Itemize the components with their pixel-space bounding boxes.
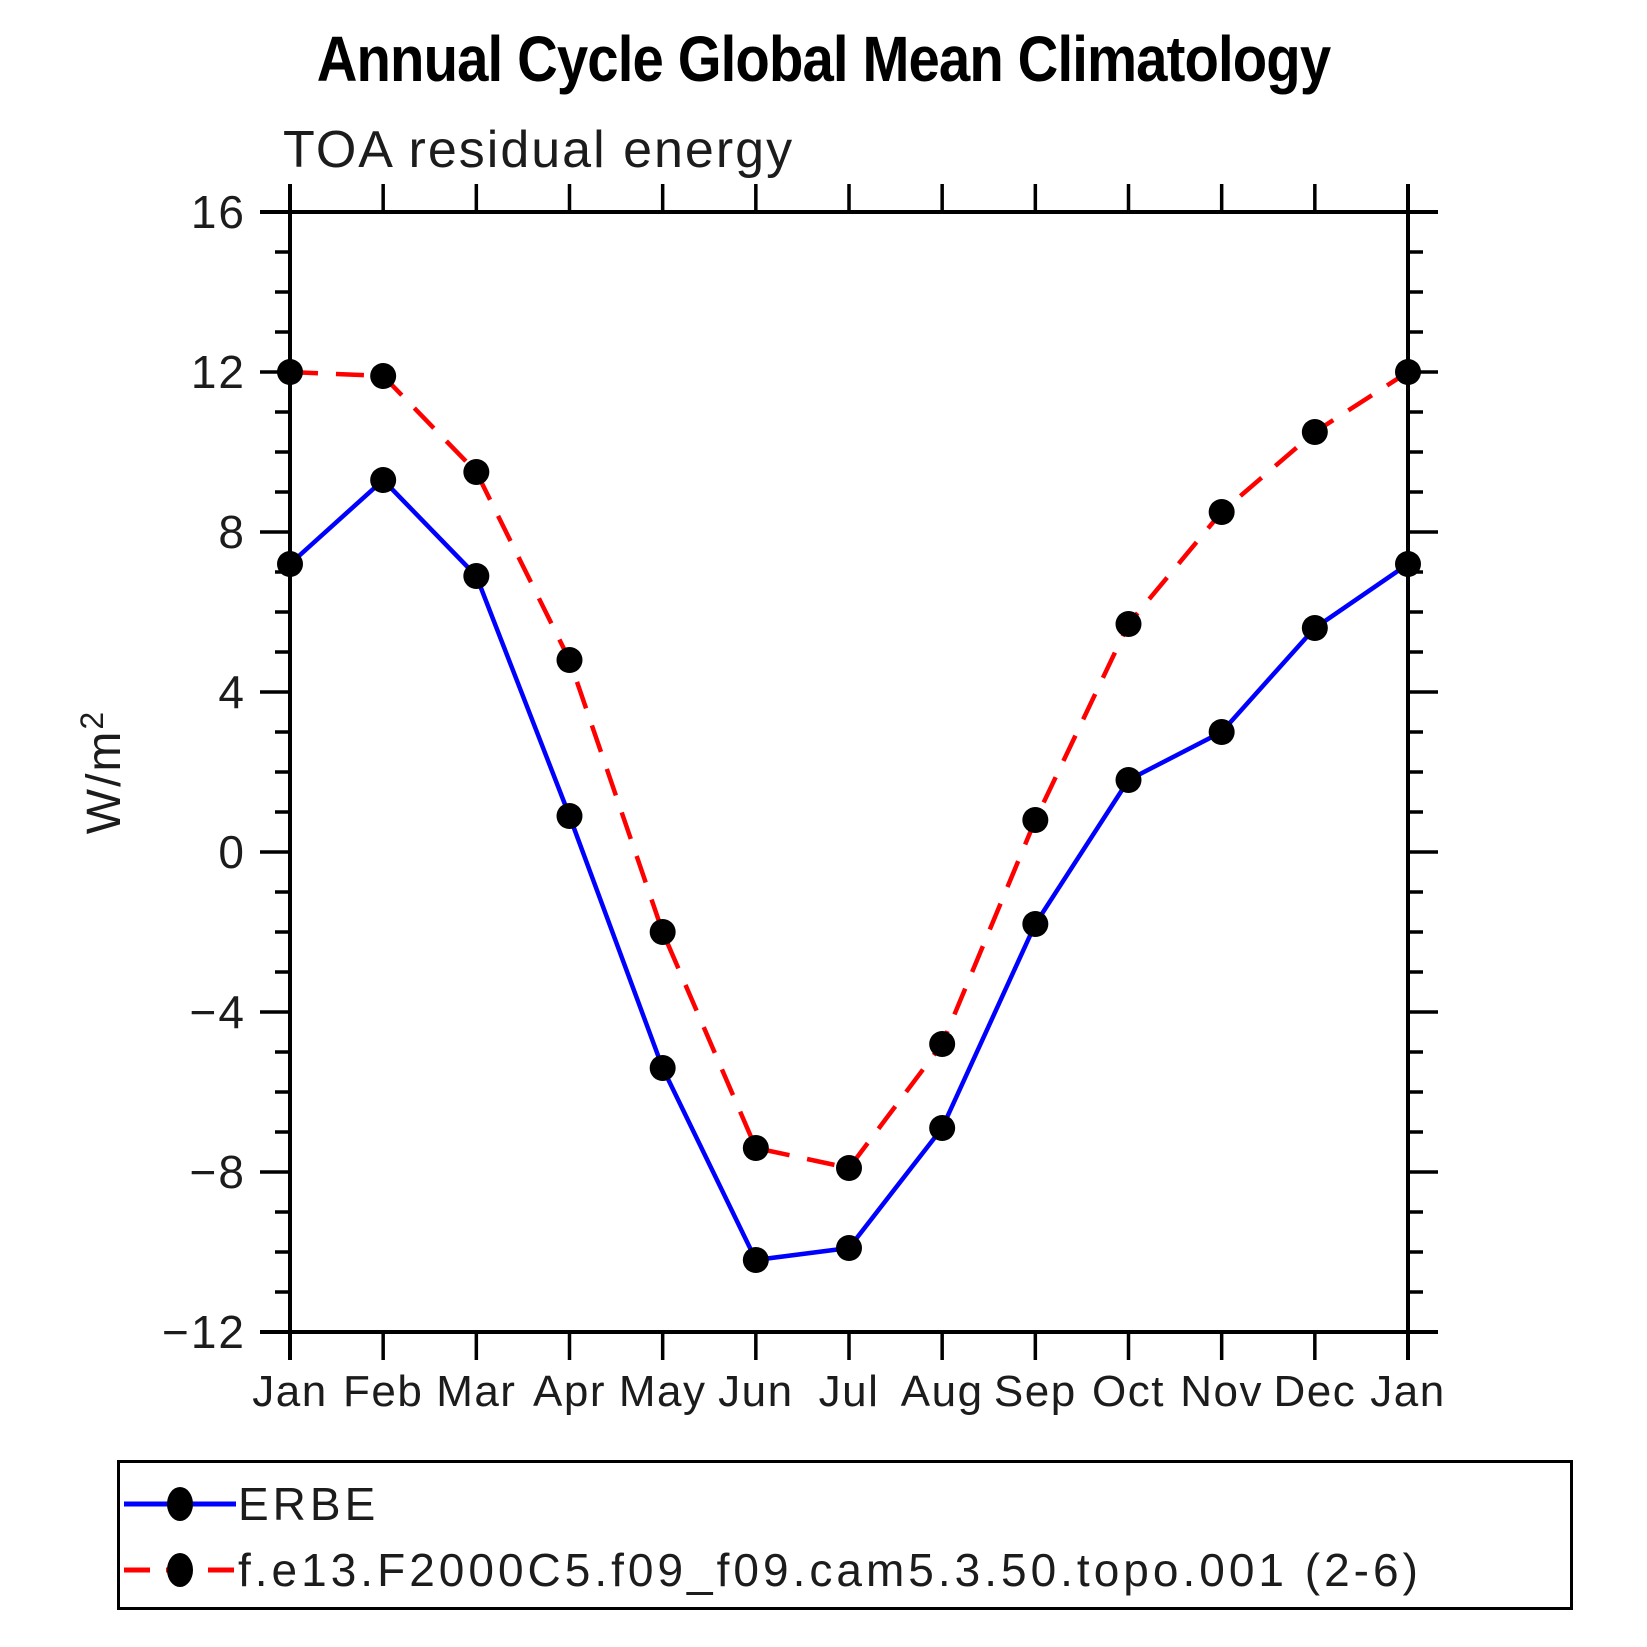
data-point	[370, 363, 397, 389]
data-point	[556, 647, 583, 673]
y-tick-label: 16	[191, 186, 246, 238]
data-point	[556, 803, 583, 829]
x-tick-label: Jul	[819, 1367, 880, 1416]
legend-sample-solid-line	[124, 1487, 236, 1521]
data-point	[649, 1055, 676, 1081]
y-axis-title: W/m2	[62, 642, 131, 902]
x-tick-label: Jun	[718, 1367, 793, 1416]
data-point	[1022, 807, 1049, 833]
y-tick-label: 4	[218, 666, 246, 718]
data-point	[463, 563, 490, 589]
data-point	[649, 919, 676, 945]
x-tick-label: Apr	[533, 1367, 606, 1416]
data-point	[1115, 767, 1142, 793]
data-point	[742, 1247, 769, 1273]
data-point	[1115, 611, 1142, 637]
data-point	[836, 1235, 862, 1261]
series-model	[277, 359, 1421, 1181]
y-tick-label: −12	[162, 1306, 246, 1358]
y-tick-label: 0	[218, 826, 246, 878]
legend-label-model: f.e13.F2000C5.f09_f09.cam5.3.50.topo.001…	[238, 1544, 1422, 1596]
legend-marker-model	[167, 1553, 193, 1587]
x-tick-label: Jan	[1370, 1367, 1445, 1416]
y-tick-label: 8	[218, 506, 246, 558]
legend-sample-dashed-line	[124, 1553, 236, 1587]
data-point	[929, 1031, 956, 1057]
data-point	[277, 359, 303, 385]
x-tick-label: Jan	[252, 1367, 327, 1416]
series-line-model	[289, 369, 1410, 1171]
y-axis-title-exponent: 2	[74, 709, 110, 730]
legend-box: ERBE f.e13.F2000C5.f09_f09.cam5.3.50.top…	[117, 1460, 1573, 1610]
data-point	[1301, 615, 1328, 641]
data-point	[1395, 551, 1421, 577]
y-tick-label: −4	[190, 986, 246, 1038]
legend-label-erbe: ERBE	[238, 1478, 380, 1530]
data-point	[929, 1115, 956, 1141]
data-point	[1022, 911, 1049, 937]
data-point	[836, 1155, 862, 1181]
x-tick-label: Mar	[436, 1367, 516, 1416]
legend-entry-erbe: ERBE	[124, 1476, 379, 1532]
data-point	[277, 551, 303, 577]
series-line-erbe	[288, 477, 1410, 1263]
legend-entry-model: f.e13.F2000C5.f09_f09.cam5.3.50.topo.001…	[124, 1542, 1422, 1598]
data-point	[370, 467, 397, 493]
data-point	[1301, 419, 1328, 445]
x-tick-label: Feb	[343, 1367, 423, 1416]
x-tick-label: Sep	[994, 1367, 1077, 1416]
series-erbe	[277, 467, 1421, 1273]
chart-subtitle: TOA residual energy	[283, 121, 795, 179]
chart-title: Annual Cycle Global Mean Climatology	[316, 23, 1331, 95]
x-tick-label: Oct	[1092, 1367, 1165, 1416]
data-point	[1208, 499, 1235, 525]
data-point	[463, 459, 490, 485]
y-tick-label: −8	[190, 1146, 246, 1198]
legend-marker-erbe	[167, 1487, 193, 1521]
data-point	[1395, 359, 1421, 385]
x-tick-label: Nov	[1180, 1367, 1263, 1416]
x-tick-label: Aug	[901, 1367, 984, 1416]
x-tick-label: May	[619, 1367, 707, 1416]
data-point	[742, 1135, 769, 1161]
y-tick-label: 12	[191, 346, 246, 398]
data-point	[1208, 719, 1235, 745]
x-tick-label: Dec	[1273, 1367, 1356, 1416]
axis-tick-labels: −12 −8 −4 0 4 8 12 16 Jan Feb Mar Apr May Jun Jul Aug Se…	[162, 186, 1445, 1416]
axes	[260, 184, 1438, 1360]
y-axis-title-base: W/m	[78, 729, 131, 835]
